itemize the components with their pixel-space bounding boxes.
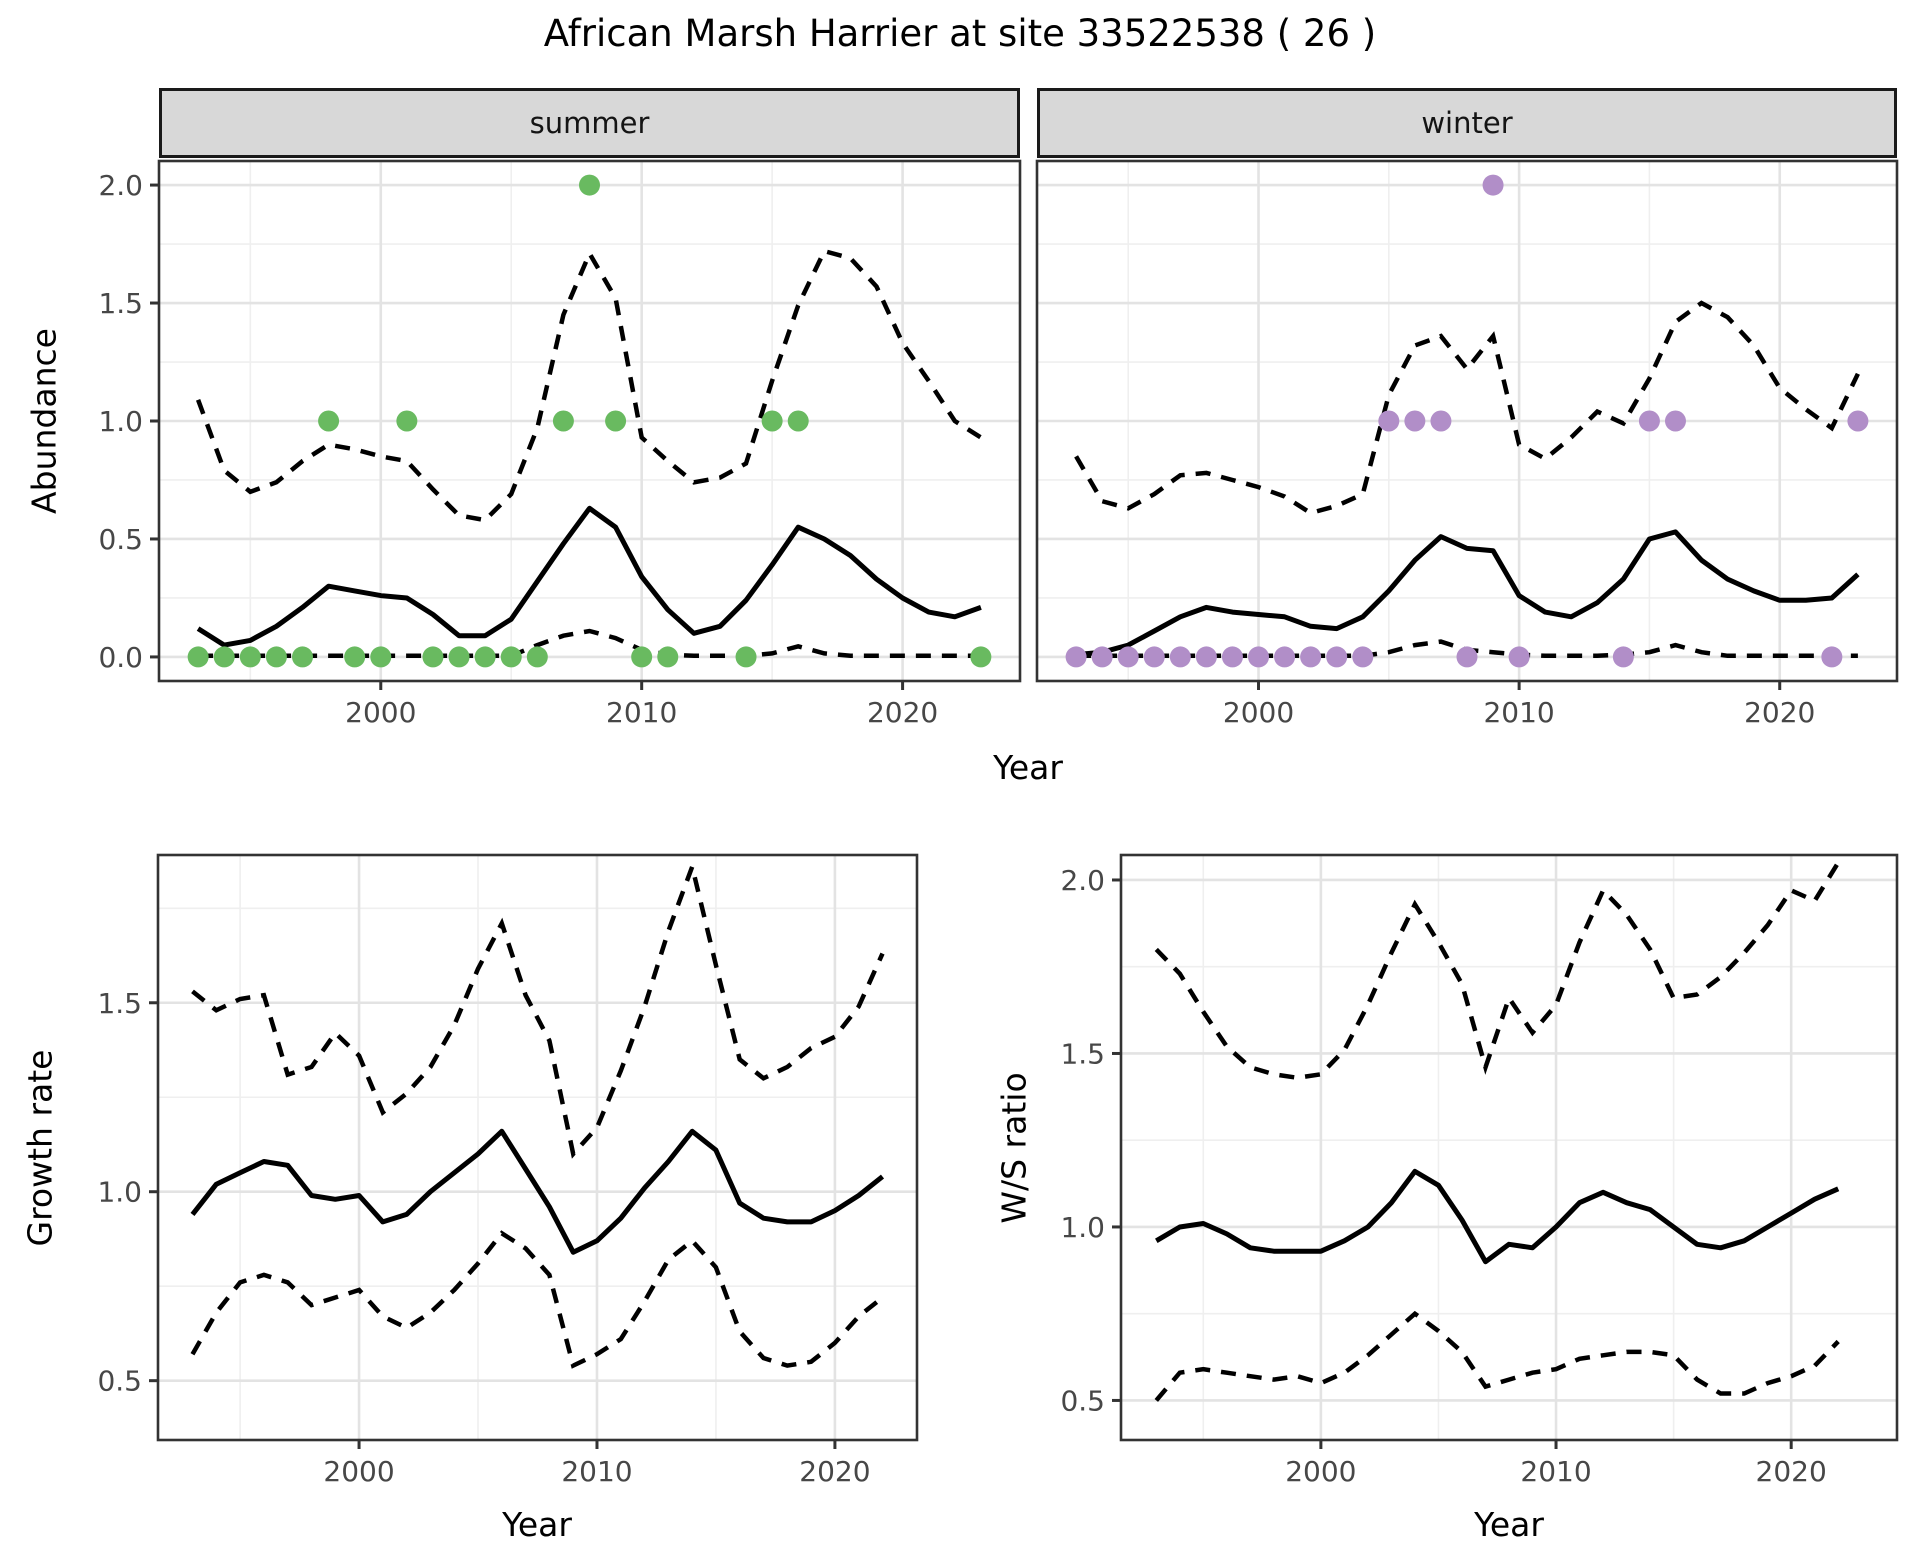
observation-point [1169,646,1191,668]
observation-point [1664,410,1686,432]
observation-point [500,646,522,668]
facet-strip-summer-label: summer [529,106,650,140]
growth-year-axis-title: Year [502,1505,572,1544]
observation-point [396,410,418,432]
observation-point [1221,646,1243,668]
observation-point [605,410,627,432]
observation-point [344,646,366,668]
mean-line [190,1128,885,1255]
observation-point [1352,646,1374,668]
plot-title: African Marsh Harrier at site 33522538 (… [543,12,1377,55]
x-tick-label: 2010 [561,1455,632,1488]
y-tick-label: 1.5 [1060,1037,1105,1070]
observation-point [318,410,340,432]
panel-border [1035,159,1899,683]
y-tick-label: 1.5 [97,987,142,1020]
facet-strip-summer: summer [159,88,1020,158]
y-tick-label: 2.0 [98,169,143,202]
top-year-axis-title: Year [993,748,1063,787]
observation-point [239,646,261,668]
panel-border [156,853,919,1442]
observation-point [422,646,444,668]
observation-point [1612,646,1634,668]
y-tick-label: 1.0 [97,1176,142,1209]
y-tick-label: 0.0 [98,641,143,674]
observation-point [761,410,783,432]
lower-ci-line [198,628,981,659]
ratio-year-axis-title: Year [1474,1505,1544,1544]
observation-point [787,410,809,432]
observation-point [631,646,653,668]
upper-ci-line [1074,300,1860,516]
upper-ci-line [191,858,885,1159]
observation-point [213,646,235,668]
observation-point [1065,646,1087,668]
y-tick-label: 0.5 [1060,1384,1105,1417]
x-tick-label: 2010 [1483,696,1554,729]
observation-point [579,174,600,196]
observation-point [292,646,313,668]
x-tick-label: 2010 [606,696,677,729]
observation-point [552,410,574,432]
upper-ci-line [1154,861,1841,1081]
x-tick-label: 2020 [867,696,938,729]
observation-point [187,646,209,668]
y-tick-label: 0.5 [98,523,143,556]
observation-point [1638,410,1660,432]
observation-point [1378,410,1400,432]
x-tick-label: 2000 [323,1455,394,1488]
x-tick-label: 2000 [1285,1455,1356,1488]
x-tick-label: 2000 [1223,696,1294,729]
observation-point [265,646,287,668]
observation-point [1404,410,1426,432]
lower-ci-line [190,1230,884,1369]
observation-point [1456,646,1478,668]
observation-point [474,646,496,668]
x-tick-label: 2000 [345,696,416,729]
y-tick-label: 1.0 [1060,1211,1105,1244]
observation-point [1274,646,1296,668]
y-tick-label: 1.5 [98,287,143,320]
observation-point [970,646,992,668]
observation-point [1300,646,1322,668]
y-tick-label: 2.0 [1060,864,1105,897]
lower-ci-line [1154,1310,1840,1402]
panel-background [158,855,917,1440]
observation-point [1195,646,1217,668]
y-tick-label: 0.5 [97,1365,142,1398]
observation-point [1821,646,1843,668]
observation-point [370,646,392,668]
observation-point [448,646,470,668]
observation-point [657,646,679,668]
observation-point [1508,646,1530,668]
observation-point [1430,410,1452,432]
facet-strip-winter: winter [1037,88,1897,158]
observation-point [1091,646,1113,668]
panel-background [1121,855,1897,1440]
observation-point [735,646,757,668]
x-tick-label: 2010 [1520,1455,1591,1488]
facet-strip-winter-label: winter [1421,106,1513,140]
x-tick-label: 2020 [1744,696,1815,729]
observation-point [1143,646,1165,668]
observation-point [1482,174,1504,196]
mean-line [1155,1168,1840,1265]
observation-point [1326,646,1348,668]
observation-point [1248,646,1270,668]
panel-border [1119,853,1899,1442]
observation-point [526,646,548,668]
observation-point [1847,410,1869,432]
observation-point [1117,646,1139,668]
x-tick-label: 2020 [799,1455,870,1488]
x-tick-label: 2020 [1756,1455,1827,1488]
y-tick-label: 1.0 [98,405,143,438]
mean-line [196,505,982,648]
mean-line [1075,529,1860,658]
